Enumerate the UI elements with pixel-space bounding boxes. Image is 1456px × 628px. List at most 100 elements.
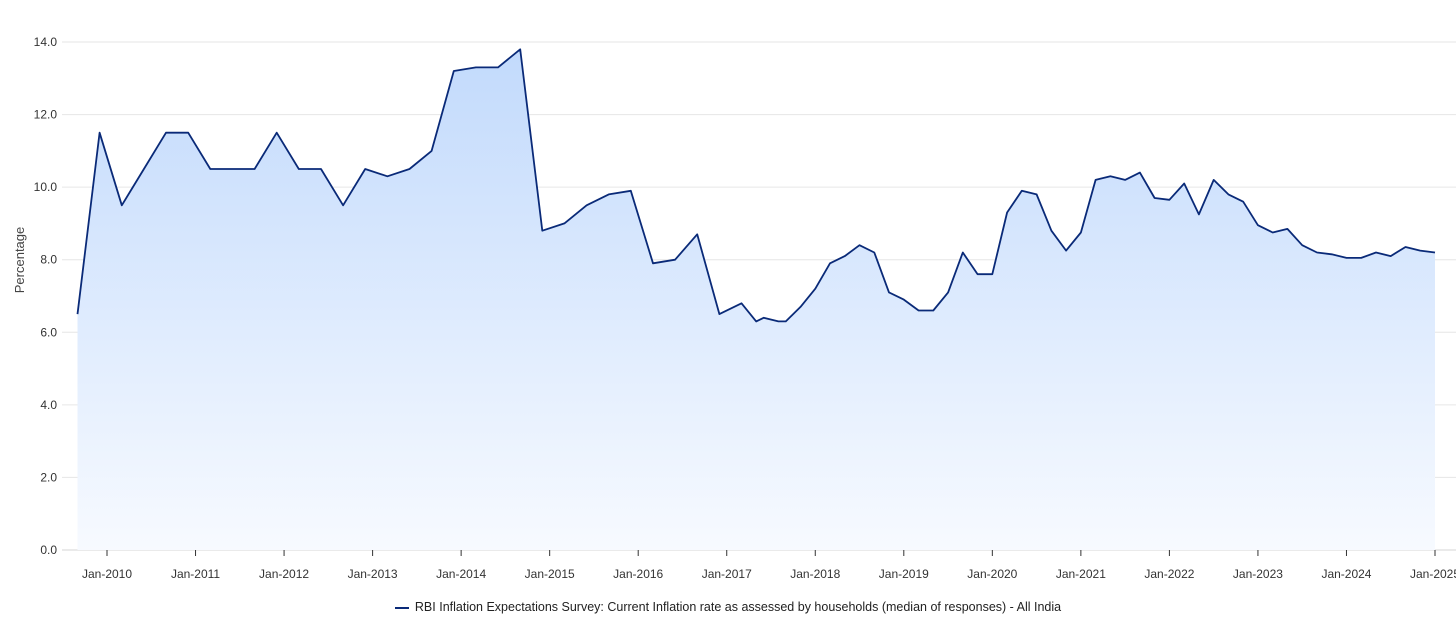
data-point [585, 203, 589, 207]
data-point [1005, 211, 1009, 215]
x-tick-label: Jan-2010 [82, 567, 132, 581]
data-point [385, 174, 389, 178]
data-point [341, 203, 345, 207]
data-point [776, 319, 780, 323]
data-point [887, 290, 891, 294]
data-point [762, 316, 766, 320]
y-tick-label: 0.0 [40, 543, 57, 557]
x-tick-label: Jan-2023 [1233, 567, 1283, 581]
legend: RBI Inflation Expectations Survey: Curre… [0, 600, 1456, 614]
x-tick-label: Jan-2021 [1056, 567, 1106, 581]
x-tick-label: Jan-2013 [348, 567, 398, 581]
data-point [474, 65, 478, 69]
data-point [1035, 192, 1039, 196]
data-point [98, 131, 102, 135]
data-point [496, 65, 500, 69]
data-point [990, 272, 994, 276]
data-point [76, 312, 80, 316]
y-axis-title: Percentage [12, 227, 27, 294]
data-point [297, 167, 301, 171]
axis-layer: 0.0 2.0 4.0 6.0 8.0 10.0 12.0 14.0 Jan-2010 Jan-2… [34, 35, 1456, 581]
inflation-area-chart: 0.0 2.0 4.0 6.0 8.0 10.0 12.0 14.0 Jan-2010 Jan-2… [12, 35, 1456, 581]
y-tick-label: 14.0 [34, 35, 58, 49]
data-point [1404, 245, 1408, 249]
data-point [1094, 178, 1098, 182]
data-point [1315, 251, 1319, 255]
y-tick-label: 8.0 [40, 253, 57, 267]
data-point [813, 287, 817, 291]
x-tick-label: Jan-2012 [259, 567, 309, 581]
data-point [1256, 223, 1260, 227]
data-point [363, 167, 367, 171]
data-point [230, 167, 234, 171]
y-tick-label: 4.0 [40, 398, 57, 412]
x-tick-label: Jan-2025 [1410, 567, 1456, 581]
data-point [651, 261, 655, 265]
data-point [408, 167, 412, 171]
data-point [976, 272, 980, 276]
data-point [695, 232, 699, 236]
legend-label: RBI Inflation Expectations Survey: Curre… [414, 600, 1062, 614]
data-point [430, 149, 434, 153]
data-point [917, 309, 921, 313]
series-area-fill [77, 49, 1435, 551]
data-point [518, 47, 522, 51]
data-point [540, 229, 544, 233]
data-point [275, 131, 279, 135]
data-point [1418, 249, 1422, 253]
data-point [1300, 243, 1304, 247]
y-tick-label: 6.0 [40, 325, 57, 339]
data-point [186, 131, 190, 135]
data-point [1108, 174, 1112, 178]
data-point [1345, 256, 1349, 260]
data-point [740, 301, 744, 305]
data-point [253, 167, 257, 171]
data-point [562, 221, 566, 225]
data-point [1226, 192, 1230, 196]
data-point [784, 319, 788, 323]
data-point [717, 312, 721, 316]
data-point [872, 251, 876, 255]
data-point [902, 298, 906, 302]
data-point [164, 131, 168, 135]
data-point [946, 290, 950, 294]
data-point [858, 243, 862, 247]
x-tick-label: Jan-2018 [790, 567, 840, 581]
data-point [1197, 212, 1201, 216]
y-tick-label: 12.0 [34, 108, 58, 122]
x-tick-label: Jan-2011 [171, 567, 220, 581]
data-point [1064, 249, 1068, 253]
x-tick-label: Jan-2019 [879, 567, 929, 581]
data-point [1271, 231, 1275, 235]
x-tick-label: Jan-2020 [967, 567, 1017, 581]
data-point [673, 258, 677, 262]
data-point [208, 167, 212, 171]
x-tick-label: Jan-2014 [436, 567, 486, 581]
x-tick-label: Jan-2017 [702, 567, 752, 581]
data-point [843, 254, 847, 258]
data-point [607, 192, 611, 196]
data-point [1241, 200, 1245, 204]
data-point [452, 69, 456, 73]
data-point [1020, 189, 1024, 193]
data-point [1138, 171, 1142, 175]
data-point [1049, 229, 1053, 233]
data-point [1330, 252, 1334, 256]
x-tick-label: Jan-2015 [525, 567, 575, 581]
series-line [76, 48, 1436, 323]
line-layer [76, 47, 1436, 323]
data-point [1153, 196, 1157, 200]
x-tick-label: Jan-2024 [1321, 567, 1371, 581]
data-point [1374, 251, 1378, 255]
data-point [828, 261, 832, 265]
data-point [1359, 256, 1363, 260]
data-point [120, 203, 124, 207]
data-point [961, 251, 965, 255]
data-point [1212, 178, 1216, 182]
data-point [1079, 231, 1083, 235]
data-point [1182, 182, 1186, 186]
data-point [1285, 227, 1289, 231]
data-point [629, 189, 633, 193]
data-point [319, 167, 323, 171]
